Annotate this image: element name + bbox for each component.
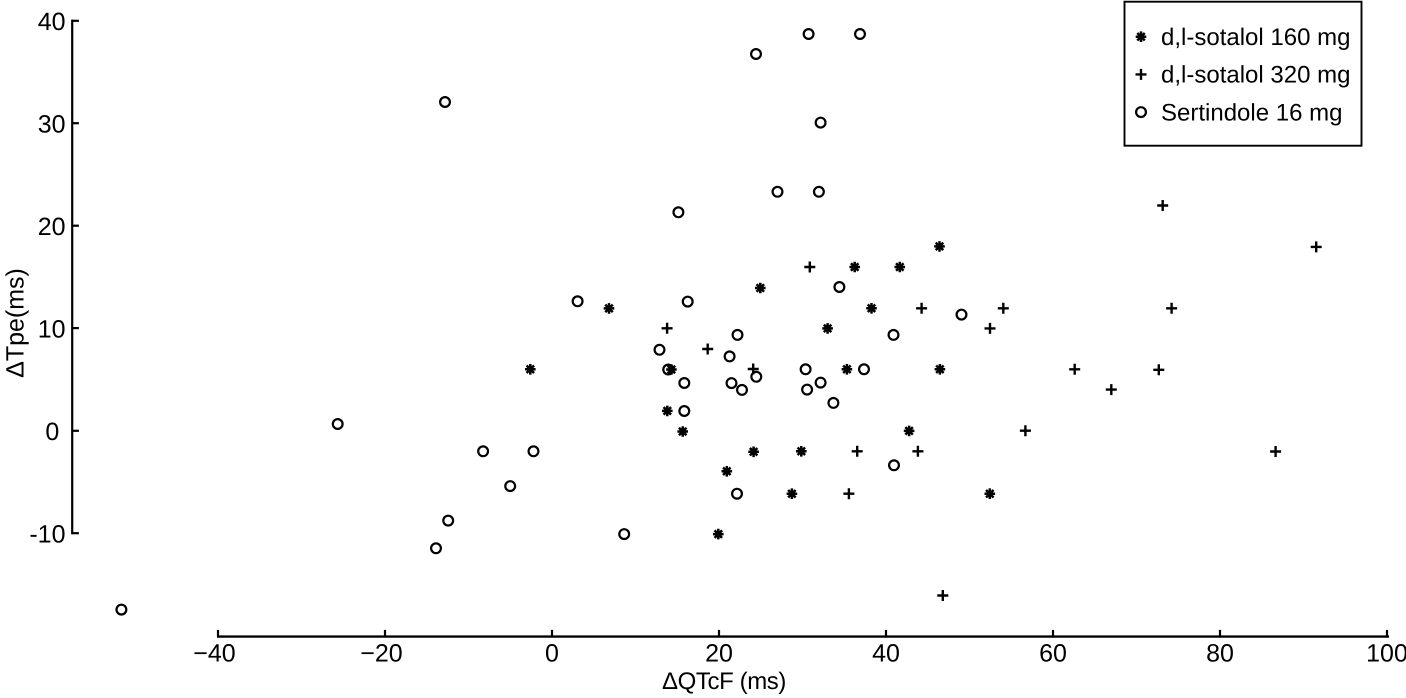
svg-text:10: 10 (38, 315, 66, 343)
svg-text:Sertindole 16 mg: Sertindole 16 mg (1161, 99, 1342, 126)
svg-text:20: 20 (38, 213, 66, 241)
svg-text:-10: -10 (29, 520, 65, 548)
svg-text:0: 0 (545, 639, 559, 667)
svg-text:−20: −20 (360, 639, 402, 667)
svg-text:d,l-sotalol 160 mg: d,l-sotalol 160 mg (1161, 24, 1350, 51)
svg-text:60: 60 (1039, 639, 1067, 667)
svg-text:ΔQTcF (ms): ΔQTcF (ms) (662, 668, 786, 695)
svg-text:80: 80 (1206, 639, 1234, 667)
svg-text:40: 40 (38, 8, 66, 36)
svg-text:−40: −40 (193, 639, 235, 667)
svg-text:40: 40 (872, 639, 900, 667)
svg-text:30: 30 (38, 110, 66, 138)
svg-text:100: 100 (1366, 639, 1406, 667)
svg-text:d,l-sotalol 320 mg: d,l-sotalol 320 mg (1161, 62, 1350, 89)
svg-text:20: 20 (705, 639, 733, 667)
svg-text:ΔTpe(ms): ΔTpe(ms) (2, 268, 30, 378)
svg-text:0: 0 (45, 418, 59, 446)
